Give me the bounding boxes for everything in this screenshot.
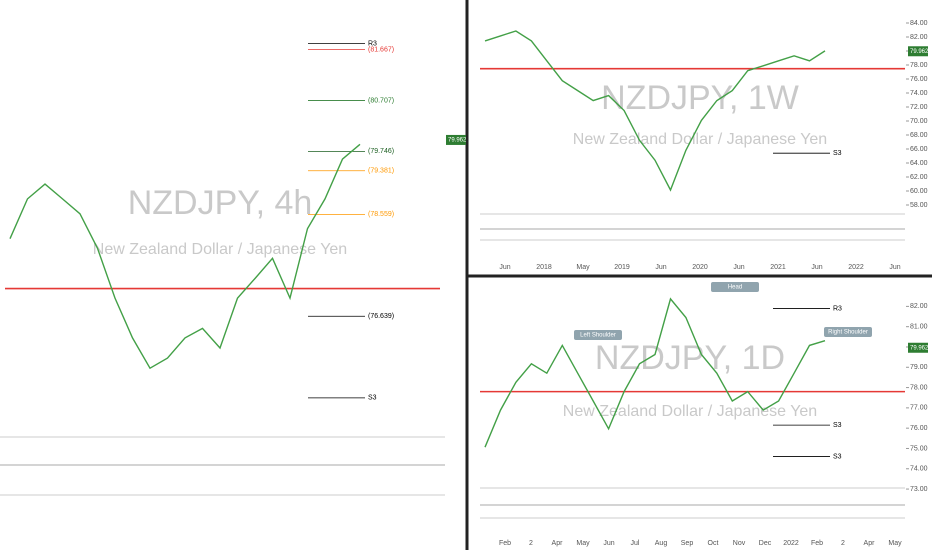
x-tick-label: Jun [603,540,614,547]
y-tick-label: 81.00 [910,324,928,331]
x-tick-label: Nov [733,540,746,547]
x-tick-label: 2020 [692,264,708,271]
x-tick-label: Feb [811,540,823,547]
x-tick-label: Apr [864,540,876,547]
x-tick-label: Jun [733,264,744,271]
x-tick-label: May [888,540,902,547]
x-tick-label: May [576,264,590,271]
level-label: R3 [833,305,842,312]
y-tick-label: 60.00 [910,188,928,195]
x-tick-label: Dec [759,540,772,547]
y-tick-label: 64.00 [910,160,928,167]
y-tick-label: 77.00 [910,405,928,412]
level-label: (80.707) [368,97,394,104]
y-tick-label: 74.00 [910,466,928,473]
x-tick-label: 2022 [783,540,799,547]
y-tick-label: 76.00 [910,76,928,83]
x-tick-label: 2 [841,540,845,547]
level-label: (76.639) [368,313,394,320]
price-tag [446,134,466,145]
x-tick-label: 2019 [614,264,630,271]
watermark-title: NZDJPY, 1W [601,79,799,117]
y-tick-label: 70.00 [910,118,928,125]
level-label: (81.667) [368,46,394,53]
price-tag [908,46,928,57]
level-label: S3 [833,422,842,429]
x-tick-label: Apr [552,540,564,547]
x-tick-label: 2018 [536,264,552,271]
price-line [9,143,361,370]
x-tick-label: Jun [889,264,900,271]
y-tick-label: 68.00 [910,132,928,139]
watermark-title: NZDJPY, 4h [128,184,313,222]
x-tick-label: Feb [499,540,511,547]
x-tick-label: Jun [499,264,510,271]
price-tag-label: 79.962 [448,138,467,144]
x-tick-label: 2 [529,540,533,547]
level-label: R3 [368,40,377,47]
price-tag-label: 79.962 [910,345,929,351]
price-tag [908,342,928,353]
y-tick-label: 73.00 [910,486,928,493]
level-label: (79.746) [368,148,394,155]
annotation-box [711,282,759,292]
level-label: S3 [833,150,842,157]
annotation: Right Shoulder [828,330,868,336]
price-tag-label: 79.962 [910,49,929,55]
y-tick-label: 66.00 [910,146,928,153]
annotation: Left Shoulder [580,333,616,339]
x-tick-label: Jun [811,264,822,271]
annotation-box [824,327,872,337]
y-tick-label: 72.00 [910,104,928,111]
y-tick-label: 62.00 [910,174,928,181]
y-tick-label: 78.00 [910,62,928,69]
x-tick-label: Oct [708,540,719,547]
y-tick-label: 78.00 [910,384,928,391]
x-tick-label: Jun [655,264,666,271]
watermark-title: NZDJPY, 1D [595,339,785,377]
y-tick-label: 82.00 [910,303,928,310]
y-tick-label: 74.00 [910,90,928,97]
y-tick-label: 58.00 [910,202,928,209]
level-label: S3 [833,453,842,460]
price-line [484,30,826,192]
y-tick-label: 76.00 [910,425,928,432]
x-tick-label: Jul [631,540,640,547]
watermark-subtitle: New Zealand Dollar / Japanese Yen [563,403,817,420]
y-tick-label: 79.00 [910,364,928,371]
x-tick-label: 2021 [770,264,786,271]
y-tick-label: 82.00 [910,34,928,41]
x-tick-label: Aug [655,540,668,547]
watermark-subtitle: New Zealand Dollar / Japanese Yen [93,241,347,258]
y-tick-label: 84.00 [910,20,928,27]
annotation: Head [728,285,742,291]
watermark-subtitle: New Zealand Dollar / Japanese Yen [573,131,827,148]
price-line [484,297,826,448]
level-label: (79.381) [368,168,394,175]
x-tick-label: 2022 [848,264,864,271]
x-tick-label: May [576,540,590,547]
x-tick-label: Sep [681,540,694,547]
annotation-box [574,330,622,340]
y-tick-label: 75.00 [910,445,928,452]
level-label: (78.559) [368,211,394,218]
level-label: S3 [368,395,377,402]
